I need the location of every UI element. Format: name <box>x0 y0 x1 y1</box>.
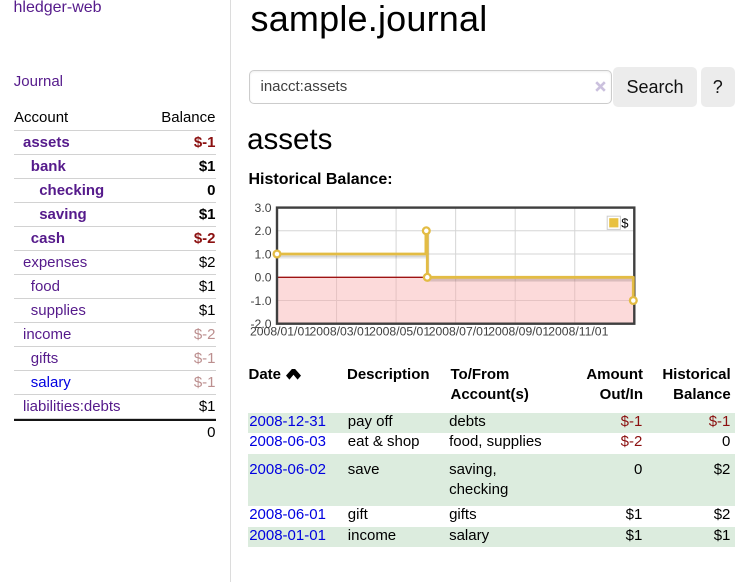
svg-text:3.0: 3.0 <box>255 201 272 215</box>
svg-text:2008/05/01: 2008/05/01 <box>369 324 430 338</box>
svg-text:-2.0: -2.0 <box>250 317 271 331</box>
svg-text:0.0: 0.0 <box>255 271 272 285</box>
svg-text:2008/01/01: 2008/01/01 <box>250 324 311 338</box>
svg-text:2008/09/01: 2008/09/01 <box>488 324 549 338</box>
svg-text:2008/03/01: 2008/03/01 <box>310 324 371 338</box>
svg-text:2.0: 2.0 <box>255 224 272 238</box>
svg-text:2008/07/01: 2008/07/01 <box>429 324 490 338</box>
svg-text:2008/11/01: 2008/11/01 <box>548 324 608 338</box>
svg-text:1.0: 1.0 <box>255 247 272 261</box>
svg-text:-1.0: -1.0 <box>250 294 271 308</box>
svg-text:$: $ <box>621 216 629 231</box>
